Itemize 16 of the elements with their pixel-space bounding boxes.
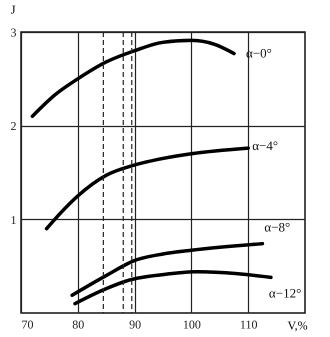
- x-tick-label: 90: [129, 318, 142, 332]
- y-tick-label: 2: [10, 119, 16, 134]
- series-label: α−12°: [268, 285, 302, 300]
- x-tick-label: 70: [22, 318, 34, 332]
- y-axis-title: J: [10, 2, 16, 16]
- line-series: [30, 38, 236, 118]
- x-tick-label: 100: [182, 318, 201, 332]
- series-label: α−4°: [252, 138, 278, 154]
- series-label: α−8°: [264, 220, 290, 235]
- x-tick-label: 80: [72, 318, 84, 332]
- line-series: [70, 242, 264, 297]
- y-tick-label: 3: [10, 26, 16, 40]
- x-tick-label: 110: [240, 318, 258, 332]
- x-axis-title: V,%: [288, 318, 308, 332]
- y-tick-label: 1: [10, 212, 16, 227]
- line-series: [44, 146, 250, 230]
